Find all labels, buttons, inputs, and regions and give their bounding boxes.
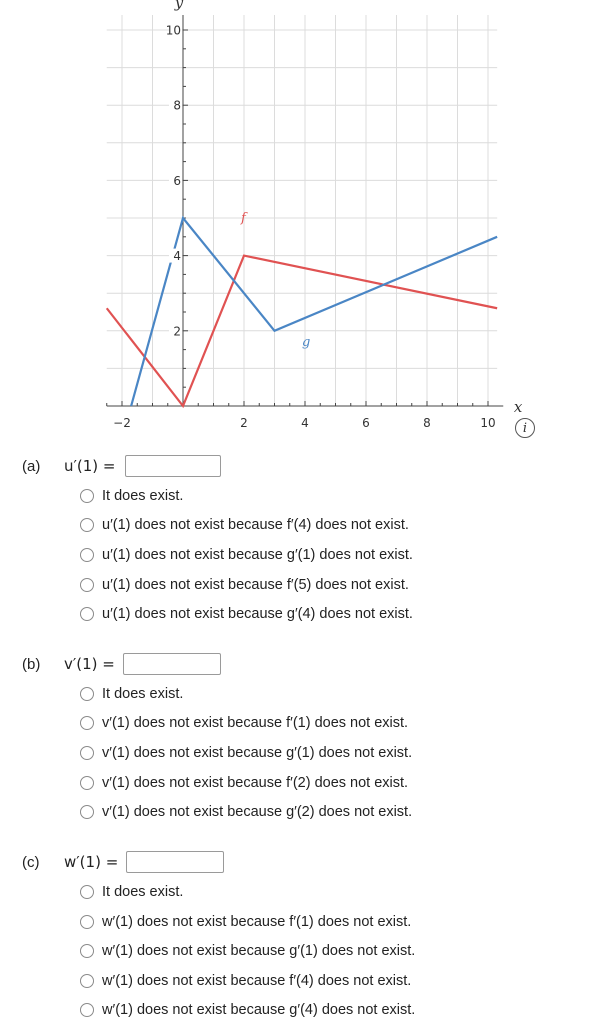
radio-button[interactable]: [80, 489, 94, 503]
part-c-expression: w′(1) =: [64, 853, 119, 871]
part-b-label: (b): [22, 655, 41, 673]
curve-g: [130, 215, 498, 407]
option-text: It does exist.: [102, 686, 184, 702]
y-tick-label-bg: [169, 98, 182, 113]
radio-button[interactable]: [80, 885, 94, 899]
part-c-option-1[interactable]: It does exist.: [80, 881, 183, 903]
part-c-option-2[interactable]: w′(1) does not exist because f′(1) does …: [80, 911, 411, 933]
curve-label-g: g: [302, 335, 310, 350]
part-b-option-3[interactable]: v′(1) does not exist because g′(1) does …: [80, 742, 412, 764]
part-a-option-5[interactable]: u′(1) does not exist because g′(4) does …: [80, 603, 413, 625]
option-text: u′(1) does not exist because g′(4) does …: [102, 606, 413, 622]
part-c-question: (c) w′(1) =: [22, 850, 118, 874]
part-c-option-3[interactable]: w′(1) does not exist because g′(1) does …: [80, 940, 415, 962]
part-a-question: (a) u′(1) =: [22, 454, 116, 478]
part-b-option-1[interactable]: It does exist.: [80, 683, 183, 705]
radio-button[interactable]: [80, 776, 94, 790]
option-text: u′(1) does not exist because g′(1) does …: [102, 547, 413, 563]
option-text: w′(1) does not exist because g′(4) does …: [102, 1002, 416, 1018]
part-a-expression: u′(1) =: [64, 457, 116, 475]
option-text: w′(1) does not exist because f′(4) does …: [102, 973, 412, 989]
part-b-answer-input[interactable]: [123, 653, 221, 675]
option-text: v′(1) does not exist because f′(2) does …: [102, 775, 409, 791]
radio-button[interactable]: [80, 716, 94, 730]
y-tick-label: 8: [173, 99, 181, 113]
y-tick-label-bg: [169, 23, 182, 37]
part-c-answer-input[interactable]: [126, 851, 224, 873]
radio-button[interactable]: [80, 548, 94, 562]
y-tick-label-bg: [169, 173, 182, 188]
option-text: w′(1) does not exist because g′(1) does …: [102, 943, 416, 959]
curve-label-f: f: [240, 211, 248, 226]
x-tick-label: −2: [113, 416, 131, 430]
part-a-label: (a): [22, 457, 41, 475]
radio-button[interactable]: [80, 687, 94, 701]
option-text: v′(1) does not exist because f′(1) does …: [102, 715, 409, 731]
radio-button[interactable]: [80, 518, 94, 532]
y-tick-label-bg: [169, 323, 182, 338]
y-tick-label: 2: [173, 324, 181, 338]
part-c-option-4[interactable]: w′(1) does not exist because f′(4) does …: [80, 970, 411, 992]
part-a-option-2[interactable]: u′(1) does not exist because f′(4) does …: [80, 514, 409, 536]
part-c-option-5[interactable]: w′(1) does not exist because g′(4) does …: [80, 999, 415, 1021]
y-tick-label-bg: [169, 248, 182, 263]
x-tick-label: 6: [362, 416, 370, 430]
part-a-option-4[interactable]: u′(1) does not exist because f′(5) does …: [80, 574, 409, 596]
part-b-option-4[interactable]: v′(1) does not exist because f′(2) does …: [80, 772, 408, 794]
part-b-option-2[interactable]: v′(1) does not exist because f′(1) does …: [80, 712, 408, 734]
radio-button[interactable]: [80, 915, 94, 929]
y-tick-label: 4: [173, 249, 181, 263]
curves: fg: [105, 211, 498, 409]
part-b-question: (b) v′(1) =: [22, 652, 115, 676]
option-text: v′(1) does not exist because g′(2) does …: [102, 804, 413, 820]
radio-button[interactable]: [80, 805, 94, 819]
option-text: v′(1) does not exist because g′(1) does …: [102, 745, 413, 761]
x-axis-label: x: [514, 398, 523, 416]
radio-button[interactable]: [80, 607, 94, 621]
x-tick-label: 8: [423, 416, 431, 430]
x-tick-label: 10: [480, 416, 495, 430]
part-a-option-3[interactable]: u′(1) does not exist because g′(1) does …: [80, 544, 413, 566]
part-b-expression: v′(1) =: [64, 655, 115, 673]
part-a-answer-input[interactable]: [125, 455, 221, 477]
grid: [106, 14, 498, 406]
part-c-label: (c): [22, 853, 40, 871]
option-text: u′(1) does not exist because f′(4) does …: [102, 517, 409, 533]
option-text: u′(1) does not exist because f′(5) does …: [102, 577, 409, 593]
x-tick-label: 4: [301, 416, 309, 430]
part-a-option-1[interactable]: It does exist.: [80, 485, 183, 507]
info-icon[interactable]: i: [515, 418, 535, 438]
radio-button[interactable]: [80, 974, 94, 988]
radio-button[interactable]: [80, 746, 94, 760]
y-tick-label: 10: [166, 24, 181, 38]
axis-labels: −2 2 4 6 8 10 2 4 6 8 10 x y: [113, 0, 523, 430]
radio-button[interactable]: [80, 1003, 94, 1017]
radio-button[interactable]: [80, 578, 94, 592]
y-axis-label: y: [174, 0, 184, 11]
option-text: It does exist.: [102, 488, 184, 504]
option-text: It does exist.: [102, 884, 184, 900]
y-tick-label: 6: [173, 174, 181, 188]
radio-button[interactable]: [80, 944, 94, 958]
x-tick-label: 2: [240, 416, 248, 430]
option-text: w′(1) does not exist because f′(1) does …: [102, 914, 412, 930]
part-b-option-5[interactable]: v′(1) does not exist because g′(2) does …: [80, 801, 412, 823]
